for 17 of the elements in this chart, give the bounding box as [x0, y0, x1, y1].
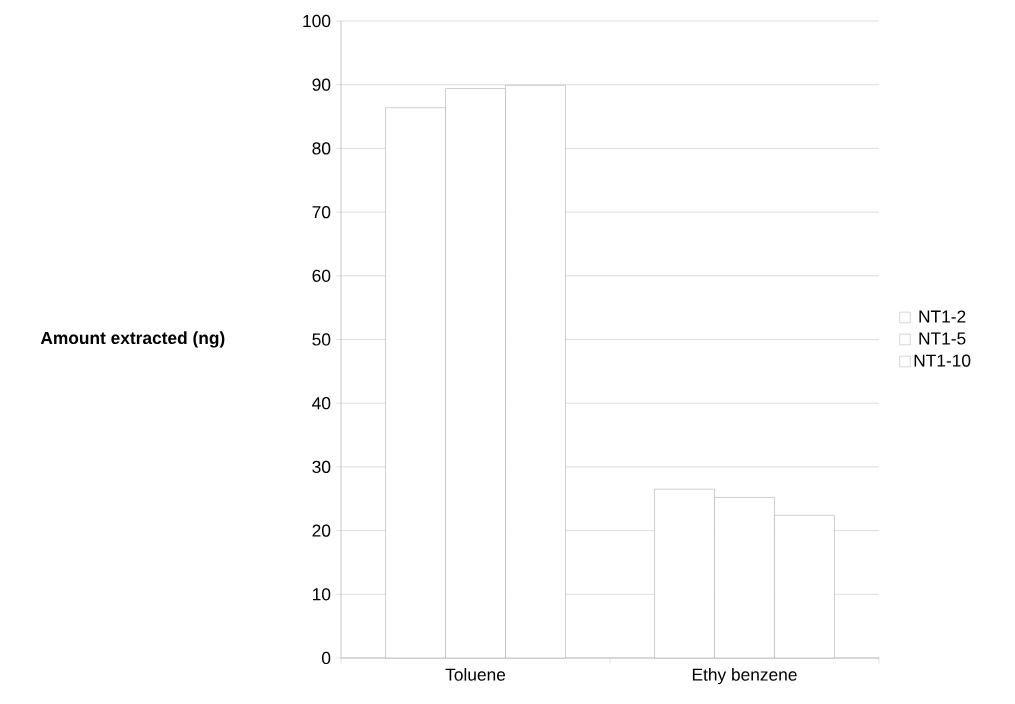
y-tick-label: 60 — [312, 269, 331, 282]
legend-label: NT1-5 — [919, 332, 966, 345]
y-tick-label: 10 — [313, 588, 331, 601]
y-tick-label: 50 — [312, 333, 331, 346]
y-tick-label: 0 — [321, 651, 331, 665]
y-tick-label: 40 — [312, 397, 331, 410]
y-tick-label: 30 — [312, 460, 331, 474]
x-tick-label: Toluene — [445, 668, 506, 681]
y-tick-label: 90 — [312, 78, 331, 91]
y-tick-label: 100 — [303, 14, 331, 28]
y-tick-label: 80 — [312, 142, 331, 155]
legend-label: NT1-2 — [919, 310, 966, 323]
y-tick-label: 70 — [312, 205, 331, 219]
y-axis-title: Amount extracted (ng) — [40, 331, 225, 348]
y-tick-label: 20 — [312, 524, 331, 537]
x-tick-label: Ethy benzene — [692, 668, 797, 685]
legend-label: NT1-10 — [914, 354, 971, 367]
